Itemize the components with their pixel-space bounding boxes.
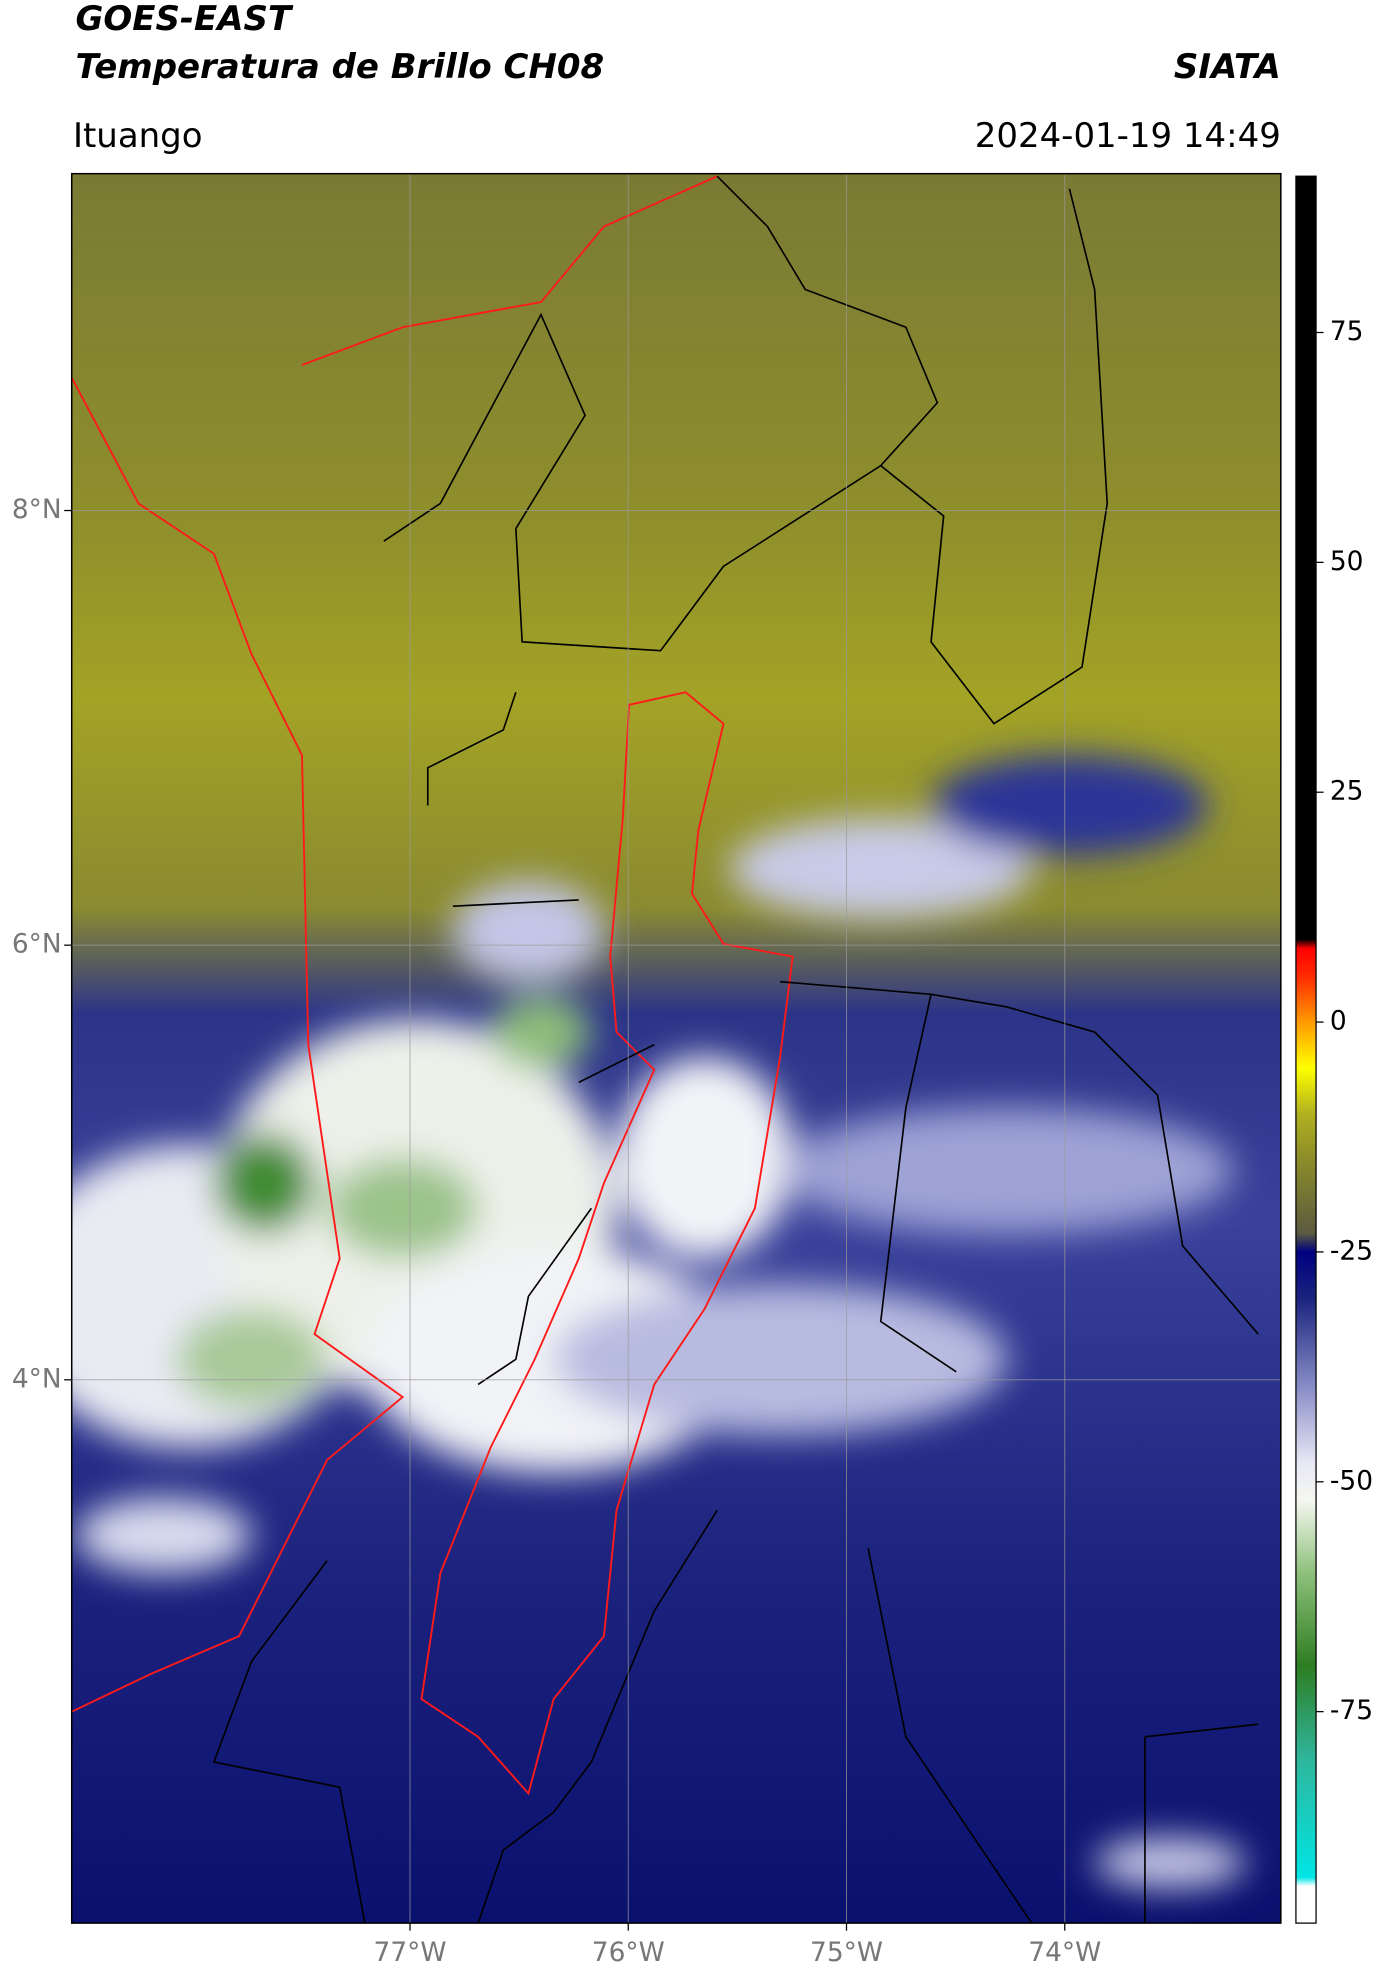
colorbar-tick-label: 0 (1330, 1006, 1347, 1037)
coastline (71, 377, 405, 1713)
brand: SIATA (1174, 47, 1281, 87)
lat-label: 4°N (12, 1363, 62, 1394)
colorbar-tick-label: -75 (1330, 1695, 1373, 1726)
map-frame (70, 172, 1282, 1924)
lon-label: 75°W (810, 1937, 883, 1968)
subtitle: Temperatura de Brillo CH08 (75, 47, 604, 87)
lon-label: 76°W (592, 1937, 665, 1968)
lat-label: 6°N (12, 929, 62, 960)
location: Ituango (73, 116, 203, 156)
lon-label: 77°W (374, 1937, 447, 1968)
cloud-tops (71, 755, 1246, 1888)
colorbar (1295, 175, 1317, 1924)
datetime: 2024-01-19 14:49 (975, 116, 1281, 156)
region-outline (420, 691, 794, 1796)
lat-label: 8°N (12, 494, 62, 525)
colorbar-tick-label: -25 (1330, 1235, 1373, 1266)
colorbar-tick-label: -50 (1330, 1465, 1373, 1496)
colorbar-tick-label: 50 (1330, 546, 1364, 577)
title: GOES-EAST (75, 0, 293, 39)
graticule (71, 173, 1281, 1924)
lon-label: 74°W (1028, 1937, 1101, 1968)
admin-borders (212, 175, 1259, 1924)
satellite-image (71, 173, 1281, 1924)
colorbar-tick-label: 75 (1330, 316, 1364, 347)
colorbar-tick-label: 25 (1330, 776, 1364, 807)
coastline (301, 175, 718, 366)
